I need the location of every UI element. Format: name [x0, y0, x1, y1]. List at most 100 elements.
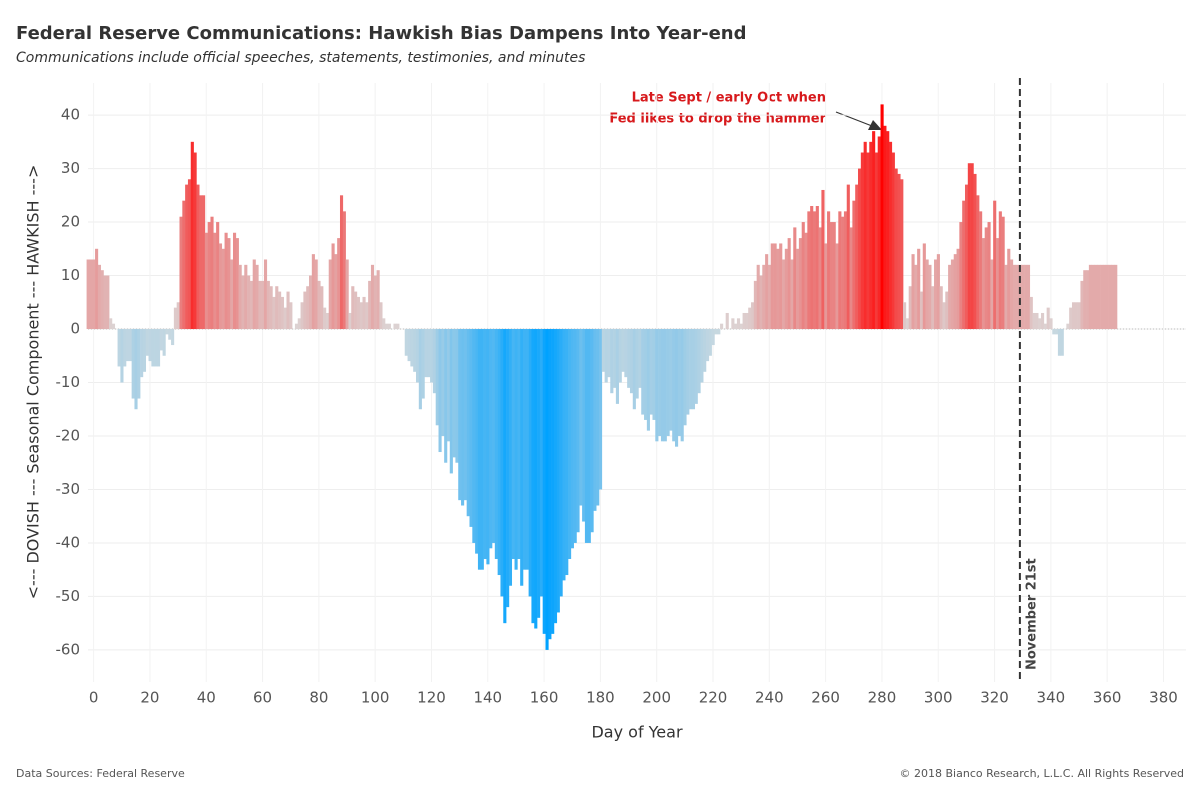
bar: [629, 329, 634, 394]
bar: [689, 329, 693, 410]
x-tick-label: 20: [140, 689, 159, 707]
bar: [686, 329, 690, 415]
x-tick-label: 240: [755, 689, 784, 707]
bar: [413, 329, 417, 372]
chart-title: Federal Reserve Communications: Hawkish …: [16, 23, 747, 44]
bar: [767, 264, 772, 330]
bar: [410, 329, 414, 367]
bar: [697, 329, 701, 394]
bar: [1108, 264, 1112, 330]
bar: [677, 329, 681, 436]
bar: [880, 104, 884, 330]
bar: [92, 259, 96, 330]
bar: [601, 329, 605, 372]
bar: [756, 264, 760, 330]
bar: [441, 329, 445, 436]
bar: [159, 329, 163, 351]
bar: [415, 329, 420, 383]
bar: [370, 264, 375, 330]
bar: [379, 302, 383, 330]
bar: [207, 222, 211, 330]
bar: [517, 329, 521, 559]
bar: [1029, 296, 1033, 330]
bar: [770, 243, 774, 330]
bar: [142, 329, 147, 372]
bar: [751, 302, 755, 330]
bar: [559, 329, 563, 597]
bar: [858, 168, 862, 330]
bar: [134, 329, 138, 410]
bar: [731, 318, 735, 330]
bar: [376, 270, 380, 330]
bar: [1015, 264, 1019, 330]
bar: [748, 307, 752, 330]
bar: [258, 280, 262, 330]
bar: [742, 312, 746, 330]
bar: [216, 222, 220, 330]
bar: [762, 264, 766, 330]
bar: [275, 286, 279, 330]
bar: [1043, 323, 1047, 330]
annotation: Fed likes to drop the hammer: [609, 112, 826, 127]
bar: [244, 264, 248, 330]
bar: [553, 329, 558, 624]
bar: [444, 329, 448, 463]
bar: [745, 312, 749, 330]
bar: [872, 131, 876, 330]
bar: [106, 275, 110, 330]
bar: [241, 275, 245, 330]
bar: [1111, 264, 1115, 330]
bar: [89, 259, 93, 330]
bar: [905, 318, 909, 330]
bar: [109, 318, 113, 330]
bar: [956, 248, 960, 330]
bar: [303, 291, 307, 330]
bar: [607, 329, 611, 378]
bar: [131, 329, 135, 399]
bar: [1102, 264, 1107, 330]
y-tick-label: -50: [56, 587, 81, 605]
bar: [354, 291, 358, 330]
bar: [1026, 264, 1031, 330]
bar: [196, 184, 200, 330]
bar: [506, 329, 510, 608]
bar: [446, 329, 451, 442]
bar: [911, 254, 915, 330]
bar: [339, 195, 344, 330]
bar: [492, 329, 496, 543]
bar: [261, 280, 265, 330]
bar: [531, 329, 535, 624]
bar: [477, 329, 482, 570]
bar: [337, 238, 341, 330]
bar: [325, 312, 330, 330]
bar: [342, 211, 346, 330]
x-tick-label: 220: [699, 689, 728, 707]
bar: [658, 329, 662, 436]
bar: [835, 243, 839, 330]
bar: [320, 286, 324, 330]
bar: [818, 227, 822, 330]
bar: [646, 329, 650, 431]
bar: [1071, 302, 1076, 330]
bar: [917, 248, 921, 330]
bar: [1055, 329, 1059, 335]
bar: [734, 323, 738, 330]
bar: [576, 329, 580, 533]
bar: [365, 302, 369, 330]
bar: [1021, 264, 1025, 330]
bar: [787, 238, 791, 330]
bar: [812, 211, 817, 330]
bar: [570, 329, 574, 549]
bar: [193, 152, 197, 330]
bar: [962, 200, 966, 330]
bar: [1060, 329, 1064, 356]
bar: [694, 329, 698, 404]
bar: [356, 296, 360, 330]
bar: [1105, 264, 1109, 330]
bar: [190, 141, 194, 330]
x-tick-label: 120: [417, 689, 446, 707]
bar: [199, 195, 203, 330]
bar: [103, 275, 107, 330]
bar: [173, 307, 177, 330]
bar: [587, 329, 591, 543]
